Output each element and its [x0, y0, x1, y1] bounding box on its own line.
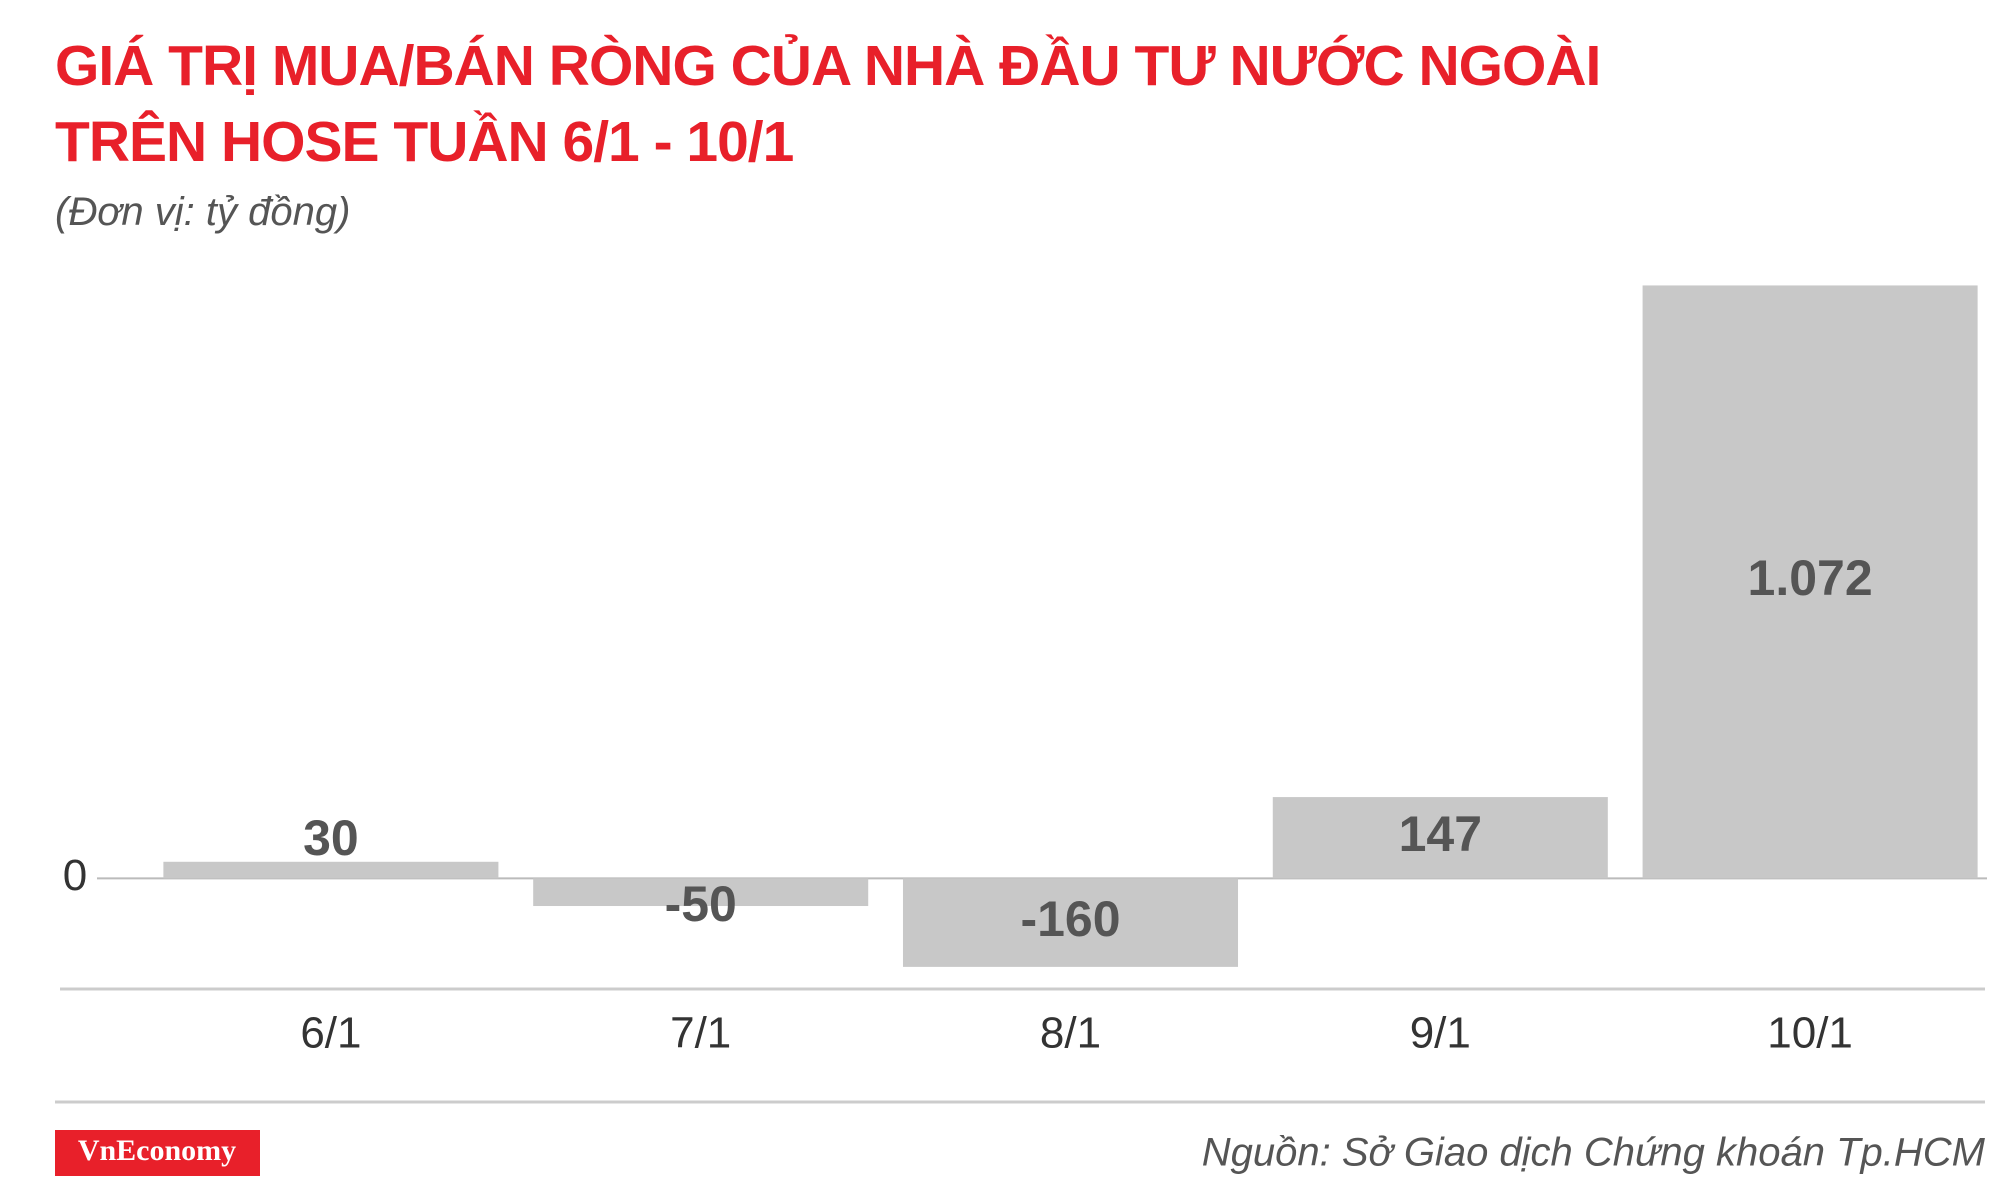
bar [533, 878, 869, 907]
value-label: 147 [1399, 806, 1482, 862]
value-label: 30 [303, 810, 359, 866]
bar [163, 861, 499, 879]
bar [1642, 285, 1978, 879]
chart-title: GIÁ TRỊ MUA/BÁN RÒNG CỦA NHÀ ĐẦU TƯ NƯỚC… [55, 34, 1601, 174]
y-tick-label: 0 [63, 851, 87, 900]
value-label: 1.072 [1748, 550, 1873, 606]
brand: VnEconomy [78, 1134, 236, 1167]
brand-box [55, 1130, 260, 1176]
chart-subtitle: (Đơn vị: tỷ đồng) [55, 190, 351, 234]
bar [1272, 797, 1608, 879]
bar [902, 878, 1239, 967]
x-tick-label: 7/1 [670, 1009, 731, 1058]
x-tick-label: 9/1 [1410, 1009, 1471, 1058]
x-tick-label: 8/1 [1040, 1009, 1101, 1058]
x-tick-label: 6/1 [300, 1009, 361, 1058]
value-label: -160 [1020, 891, 1120, 947]
x-tick-label: 10/1 [1767, 1009, 1853, 1058]
source: Nguồn: Sở Giao dịch Chứng khoán Tp.HCM [1202, 1131, 1986, 1175]
value-label: -50 [665, 876, 737, 932]
